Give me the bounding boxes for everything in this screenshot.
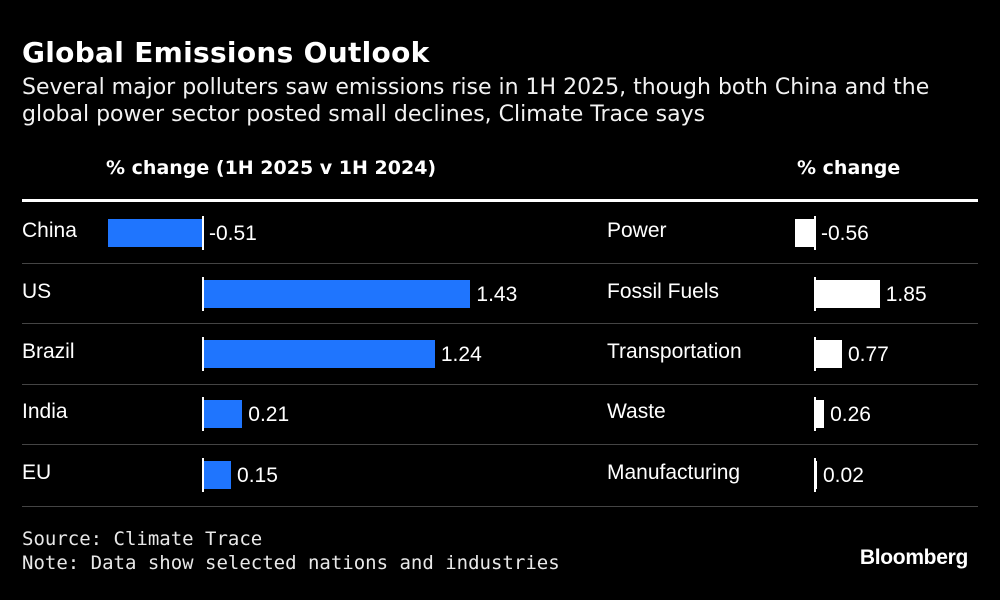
- sector-zero-axis: [814, 277, 816, 311]
- chart-subtitle: Several major polluters saw emissions ri…: [22, 75, 930, 127]
- nation-value-label: 0.15: [237, 464, 278, 487]
- sector-zero-axis: [814, 397, 816, 431]
- row-divider: [22, 263, 978, 264]
- sector-value-label: 0.26: [830, 403, 871, 426]
- sector-bar: [815, 461, 817, 489]
- sector-zero-axis: [814, 337, 816, 371]
- sector-category-label: Manufacturing: [607, 461, 741, 484]
- sectors-axis-label: % change: [797, 157, 901, 179]
- nation-zero-axis: [202, 458, 204, 492]
- nation-value-label: 1.43: [476, 283, 518, 306]
- nation-zero-axis: [202, 397, 204, 431]
- nation-bar: [203, 400, 243, 428]
- nation-bar: [203, 280, 471, 308]
- nation-zero-axis: [202, 277, 204, 311]
- sector-value-label: -0.56: [821, 222, 869, 245]
- sector-bar: [795, 219, 815, 247]
- header-rule: [22, 199, 978, 202]
- sector-value-label: 1.85: [885, 283, 927, 306]
- sector-value-label: 0.77: [847, 343, 889, 366]
- sector-category-label: Power: [607, 219, 667, 242]
- nation-category-label: Brazil: [22, 340, 75, 363]
- nation-value-label: 0.21: [248, 403, 290, 426]
- row-divider: [22, 323, 978, 324]
- row-divider: [22, 444, 978, 445]
- nation-bar: [107, 219, 203, 247]
- sector-category-label: Fossil Fuels: [607, 280, 720, 303]
- data-note: Note: Data show selected nations and ind…: [22, 552, 560, 574]
- sector-value-label: 0.02: [823, 464, 864, 487]
- source-note: Source: Climate Trace: [22, 528, 263, 550]
- sector-zero-axis: [814, 216, 816, 250]
- sector-bar: [815, 280, 880, 308]
- sector-bar: [815, 400, 825, 428]
- nation-bar: [203, 340, 435, 368]
- row-divider: [22, 506, 978, 507]
- nation-category-label: China: [22, 219, 77, 242]
- bloomberg-logo: Bloomberg: [859, 546, 968, 569]
- row-divider: [22, 384, 978, 385]
- sector-zero-axis: [814, 458, 816, 492]
- nation-value-label: 1.24: [440, 343, 482, 366]
- nation-value-label: -0.51: [209, 222, 257, 245]
- nation-zero-axis: [202, 337, 204, 371]
- nation-category-label: US: [22, 280, 52, 303]
- sector-category-label: Transportation: [607, 340, 742, 363]
- chart-title: Global Emissions Outlook: [22, 36, 430, 69]
- nation-category-label: EU: [22, 461, 52, 484]
- sector-category-label: Waste: [607, 400, 666, 423]
- nation-bar: [203, 461, 232, 489]
- nations-axis-label: % change (1H 2025 v 1H 2024): [106, 157, 437, 179]
- nation-category-label: India: [22, 400, 68, 423]
- nation-zero-axis: [202, 216, 204, 250]
- sector-bar: [815, 340, 842, 368]
